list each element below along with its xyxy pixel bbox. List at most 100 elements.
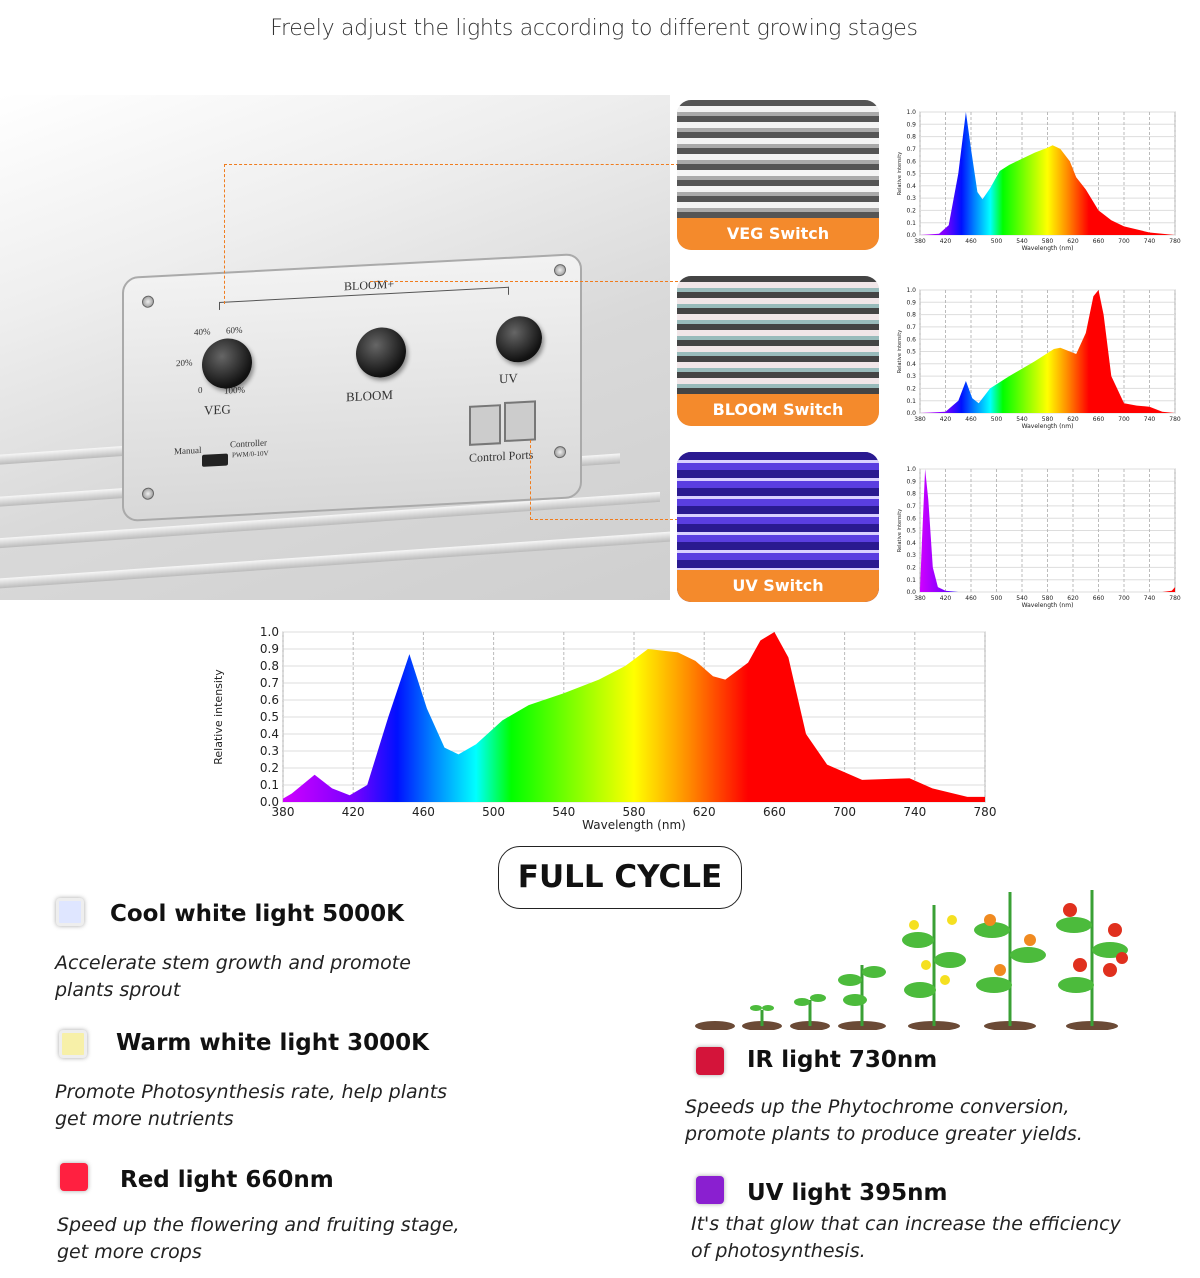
bloom-switch-photo: BLOOM Switch xyxy=(677,276,879,426)
y-tick-label: 0.8 xyxy=(906,134,916,141)
y-tick-label: 0.5 xyxy=(906,528,916,535)
full-cycle-spectrum-chart: 0.0 0.1 0.2 0.3 0.4 0.5 0.6 0.7 0.8 0.9 1.0 380 420 4… xyxy=(212,625,997,832)
x-tick-label: 620 xyxy=(1067,595,1079,602)
y-tick-label: 0.3 xyxy=(906,195,916,202)
full-cycle-badge: FULL CYCLE xyxy=(498,846,742,909)
x-tick-label: 420 xyxy=(342,805,365,819)
control-port xyxy=(469,404,501,446)
uv-switch-label: UV Switch xyxy=(677,570,879,602)
x-tick-label: 420 xyxy=(940,595,952,602)
y-tick-label: 1.0 xyxy=(906,109,916,116)
bloom-knob[interactable] xyxy=(356,326,406,379)
x-tick-label: 380 xyxy=(914,595,926,602)
leader-line xyxy=(530,440,678,520)
warm-white-swatch-icon xyxy=(59,1030,87,1058)
pct-label: 40% xyxy=(194,326,211,338)
uv-switch-photo: UV Switch xyxy=(677,452,879,602)
veg-switch-label: VEG Switch xyxy=(677,218,879,250)
pct-label: 0 xyxy=(198,384,203,396)
red-swatch-icon xyxy=(60,1163,88,1191)
x-tick-label: 540 xyxy=(552,805,575,819)
y-tick-label: 0.7 xyxy=(906,146,916,153)
veg-spectrum-chart: 0.0 0.1 0.2 0.3 0.4 0.5 0.6 0.7 0.8 0.9 1.0 380 420 4… xyxy=(897,109,1181,252)
y-tick-label: 0.4 xyxy=(906,361,916,368)
y-tick-label: 0.7 xyxy=(260,676,279,690)
y-tick-label: 0.1 xyxy=(906,398,916,405)
x-axis-label: Wavelength (nm) xyxy=(1022,423,1074,430)
x-tick-label: 420 xyxy=(940,416,952,423)
spectrum-area xyxy=(920,290,1175,413)
pct-label: 20% xyxy=(176,357,193,369)
x-tick-label: 540 xyxy=(1016,416,1028,423)
x-tick-label: 460 xyxy=(412,805,435,819)
controller-label: Controller xyxy=(230,437,267,450)
x-tick-label: 380 xyxy=(272,805,295,819)
x-tick-label: 780 xyxy=(974,805,997,819)
spectrum-area xyxy=(920,112,1175,235)
control-ports-label: Control Ports xyxy=(469,447,534,465)
x-axis-label: Wavelength (nm) xyxy=(1022,602,1074,609)
headline: Freely adjust the lights according to di… xyxy=(270,16,918,41)
x-tick-label: 420 xyxy=(940,238,952,245)
feature-desc: Promote Photosynthesis rate, help plants… xyxy=(55,1081,448,1130)
y-axis-label: Relative intensity xyxy=(212,669,225,765)
y-tick-label: 0.9 xyxy=(906,121,916,128)
x-tick-label: 660 xyxy=(763,805,786,819)
x-tick-label: 580 xyxy=(623,805,646,819)
x-tick-label: 500 xyxy=(991,416,1003,423)
x-tick-label: 740 xyxy=(1144,238,1156,245)
veg-label: VEG xyxy=(204,401,231,418)
mode-toggle-switch[interactable] xyxy=(202,453,228,467)
x-tick-label: 700 xyxy=(1118,595,1130,602)
x-tick-label: 660 xyxy=(1093,416,1105,423)
bloom-spectrum-chart: 0.0 0.1 0.2 0.3 0.4 0.5 0.6 0.7 0.8 0.9 1.0 380 420 4… xyxy=(897,287,1181,430)
x-tick-label: 700 xyxy=(833,805,856,819)
y-tick-label: 0.4 xyxy=(260,727,279,741)
y-tick-label: 0.8 xyxy=(906,312,916,319)
cool-white-swatch-icon xyxy=(56,898,84,926)
uv-swatch-icon xyxy=(696,1176,724,1204)
x-tick-label: 580 xyxy=(1042,595,1054,602)
x-tick-label: 460 xyxy=(965,238,977,245)
y-tick-label: 1.0 xyxy=(906,287,916,294)
y-tick-label: 0.4 xyxy=(906,183,916,190)
y-tick-label: 0.4 xyxy=(906,540,916,547)
feature-desc: Speeds up the Phytochrome conversion, pro… xyxy=(685,1096,1083,1145)
uv-spectrum-chart: 0.0 0.1 0.2 0.3 0.4 0.5 0.6 0.7 0.8 0.9 1.0 380 420 4… xyxy=(897,466,1181,609)
y-axis-label: Relative intensity xyxy=(897,509,903,552)
x-tick-label: 780 xyxy=(1169,595,1181,602)
y-tick-label: 0.9 xyxy=(260,642,279,656)
pct-label: 60% xyxy=(226,324,243,336)
x-tick-label: 500 xyxy=(991,238,1003,245)
veg-switch-photo: VEG Switch xyxy=(677,100,879,250)
x-tick-label: 580 xyxy=(1042,238,1054,245)
x-tick-label: 740 xyxy=(903,805,926,819)
x-tick-label: 700 xyxy=(1118,238,1130,245)
y-tick-label: 0.2 xyxy=(906,565,916,572)
pwm-label: PWM/0-10V xyxy=(232,449,269,460)
feature-title: Red light 660nm xyxy=(120,1167,334,1193)
y-tick-label: 0.0 xyxy=(906,589,916,596)
y-tick-label: 0.0 xyxy=(906,232,916,239)
y-tick-label: 0.2 xyxy=(906,208,916,215)
y-tick-label: 0.2 xyxy=(906,386,916,393)
x-tick-label: 620 xyxy=(1067,238,1079,245)
x-axis-label: Wavelength (nm) xyxy=(1022,245,1074,252)
x-tick-label: 660 xyxy=(1093,595,1105,602)
y-tick-label: 0.7 xyxy=(906,503,916,510)
feature-desc: Speed up the flowering and fruiting stag… xyxy=(57,1214,460,1263)
control-port xyxy=(504,400,536,443)
y-tick-label: 0.5 xyxy=(906,349,916,356)
x-tick-label: 500 xyxy=(991,595,1003,602)
feature-title: Warm white light 3000K xyxy=(116,1030,429,1056)
y-axis-label: Relative intensity xyxy=(897,330,903,373)
y-tick-label: 0.6 xyxy=(260,693,279,707)
veg-knob[interactable] xyxy=(202,337,252,390)
uv-knob[interactable] xyxy=(496,315,542,364)
y-tick-label: 0.8 xyxy=(260,659,279,673)
leader-line xyxy=(370,281,678,282)
y-tick-label: 0.3 xyxy=(260,744,279,758)
y-tick-label: 0.1 xyxy=(906,577,916,584)
y-tick-label: 0.9 xyxy=(906,478,916,485)
manual-label: Manual xyxy=(174,444,202,457)
